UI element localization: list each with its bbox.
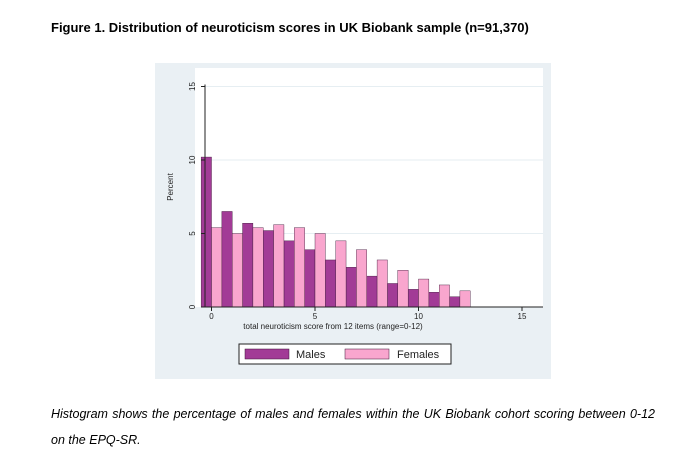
legend: Males Females [238, 343, 452, 365]
histogram-chart: 0 5 10 15 0 5 10 15 Percent total neuroticism s… [155, 63, 551, 379]
figure-caption: Histogram shows the percentage of males … [51, 407, 655, 447]
bar-males-score-7 [345, 267, 357, 308]
x-tick-label: 0 [209, 312, 214, 321]
y-tick-label: 5 [188, 231, 197, 236]
bar-females-score-4 [294, 227, 305, 308]
x-tick-label: 15 [518, 312, 527, 321]
y-tick-label: 15 [188, 82, 197, 91]
bar-females-score-11 [439, 284, 450, 308]
x-axis-label: total neuroticism score from 12 items (r… [243, 322, 423, 331]
legend-label-females: Females [397, 349, 440, 361]
bar-males-score-5 [304, 249, 316, 308]
x-tick-label: 10 [414, 312, 423, 321]
bar-males-score-3 [263, 230, 274, 308]
bar-males-score-0 [200, 156, 212, 308]
bar-males-score-4 [283, 240, 295, 308]
bar-females-score-10 [418, 278, 430, 308]
bar-males-score-1 [221, 211, 233, 308]
legend-label-males: Males [296, 349, 326, 361]
bar-males-score-2 [242, 223, 254, 308]
bar-females-score-2 [252, 227, 264, 308]
bar-females-score-8 [376, 259, 388, 308]
bar-females-score-3 [273, 224, 285, 308]
chart-svg: 0 5 10 15 0 5 10 15 Percent total neuroticism s… [155, 63, 551, 379]
bar-females-score-7 [356, 249, 367, 308]
legend-swatch-males [244, 348, 290, 360]
y-tick-label: 0 [188, 304, 197, 309]
figure-title: Figure 1. Distribution of neuroticism sc… [51, 20, 529, 35]
bar-males-score-10 [407, 289, 419, 308]
bar-females-score-1 [231, 233, 243, 308]
y-axis-label: Percent [166, 172, 175, 200]
bar-males-score-9 [387, 283, 398, 308]
bar-males-score-8 [366, 275, 378, 308]
bar-females-score-6 [335, 240, 347, 308]
bar-males-score-6 [325, 259, 336, 308]
y-tick-label: 10 [188, 155, 197, 164]
bar-females-score-0 [211, 227, 223, 308]
bar-males-score-11 [428, 292, 440, 308]
x-tick-label: 5 [313, 312, 318, 321]
bar-females-score-5 [314, 233, 326, 308]
legend-swatch-females [344, 348, 390, 360]
bar-females-score-12 [459, 290, 471, 308]
bar-males-score-12 [449, 296, 461, 308]
bar-females-score-9 [397, 270, 409, 308]
